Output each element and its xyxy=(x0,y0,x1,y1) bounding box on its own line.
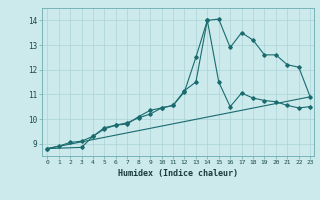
X-axis label: Humidex (Indice chaleur): Humidex (Indice chaleur) xyxy=(118,169,237,178)
